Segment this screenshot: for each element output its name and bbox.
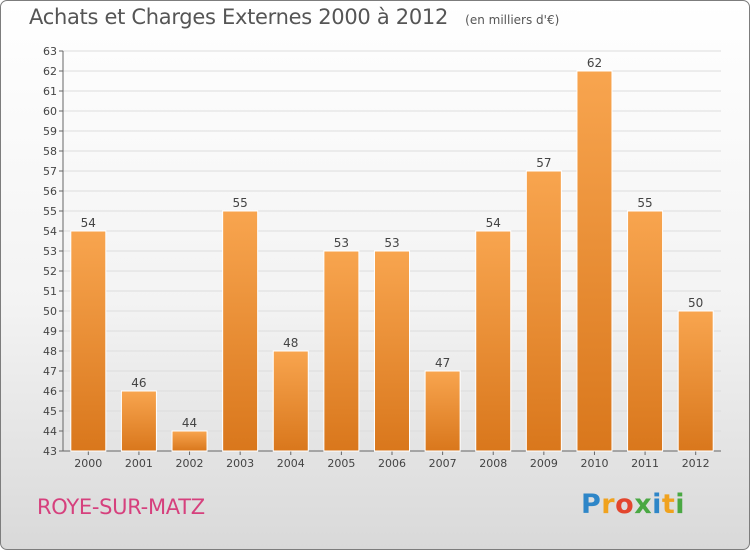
y-tick-label: 50 [43, 305, 57, 318]
bar-2006 [374, 250, 410, 452]
data-label-2001: 46 [131, 376, 146, 390]
y-tick-label: 48 [43, 345, 57, 358]
y-tick-label: 60 [43, 105, 57, 118]
x-tick-label-2001: 2001 [125, 457, 153, 470]
y-tick-label: 52 [43, 265, 57, 278]
y-tick-label: 43 [43, 445, 57, 458]
logo-letter: r [601, 489, 616, 520]
bar-2007 [424, 370, 461, 452]
y-tick-label: 56 [43, 185, 57, 198]
bar-2002 [171, 430, 208, 452]
data-label-2008: 54 [486, 216, 501, 230]
logo-letter: x [634, 489, 653, 520]
x-tick-label-2010: 2010 [580, 457, 608, 470]
y-tick-label: 57 [43, 165, 57, 178]
logo-letter: i [652, 489, 662, 520]
y-tick-label: 49 [43, 325, 57, 338]
bar-2004 [272, 350, 309, 452]
y-tick-label: 58 [43, 145, 57, 158]
bar-2012 [677, 310, 714, 452]
proxiti-logo: Proxiti [581, 489, 685, 520]
data-label-2012: 50 [688, 296, 703, 310]
y-tick-label: 44 [43, 425, 57, 438]
y-tick-label: 46 [43, 385, 57, 398]
chart-title-row: Achats et Charges Externes 2000 à 2012 (… [29, 5, 559, 29]
data-label-2002: 44 [182, 416, 197, 430]
y-tick-label: 62 [43, 65, 57, 78]
bar-2011 [627, 210, 664, 452]
data-label-2003: 55 [233, 196, 248, 210]
y-tick-label: 47 [43, 365, 57, 378]
bar-2000 [70, 230, 107, 452]
bar-2001 [120, 390, 157, 452]
chart-subtitle: (en milliers d'€) [465, 13, 560, 27]
y-tick-label: 59 [43, 125, 57, 138]
y-tick-label: 54 [43, 225, 57, 238]
y-tick-label: 45 [43, 405, 57, 418]
bar-2003 [222, 210, 259, 452]
data-label-2005: 53 [334, 236, 349, 250]
data-label-2011: 55 [637, 196, 652, 210]
x-tick-label-2008: 2008 [479, 457, 507, 470]
y-tick-label: 63 [43, 45, 57, 58]
x-tick-label-2009: 2009 [530, 457, 558, 470]
x-tick-label-2000: 2000 [74, 457, 102, 470]
x-tick-label-2003: 2003 [226, 457, 254, 470]
data-label-2010: 62 [587, 56, 602, 70]
y-tick-label: 53 [43, 245, 57, 258]
data-label-2000: 54 [81, 216, 96, 230]
data-label-2009: 57 [536, 156, 551, 170]
x-tick-label-2007: 2007 [429, 457, 457, 470]
x-tick-label-2011: 2011 [631, 457, 659, 470]
x-tick-label-2006: 2006 [378, 457, 406, 470]
y-tick-label: 55 [43, 205, 57, 218]
y-tick-label: 51 [43, 285, 57, 298]
logo-letter: o [615, 489, 635, 520]
x-tick-label-2004: 2004 [277, 457, 305, 470]
bar-2009 [525, 170, 562, 452]
bar-2008 [475, 230, 512, 452]
data-label-2006: 53 [384, 236, 399, 250]
x-tick-label-2005: 2005 [327, 457, 355, 470]
data-label-2004: 48 [283, 336, 298, 350]
chart-title: Achats et Charges Externes 2000 à 2012 [29, 5, 449, 29]
logo-letter: P [581, 489, 602, 520]
commune-name: ROYE-SUR-MATZ [37, 495, 205, 519]
x-tick-label-2012: 2012 [682, 457, 710, 470]
y-tick-label: 61 [43, 85, 57, 98]
bar-2010 [576, 70, 613, 452]
logo-letter: i [675, 489, 686, 520]
logo-letter: t [661, 489, 676, 520]
data-label-2007: 47 [435, 356, 450, 370]
bar-2005 [323, 250, 360, 452]
x-tick-label-2002: 2002 [176, 457, 204, 470]
bars: 54 46 44 55 48 53 53 47 54 57 62 55 50 [70, 56, 714, 452]
